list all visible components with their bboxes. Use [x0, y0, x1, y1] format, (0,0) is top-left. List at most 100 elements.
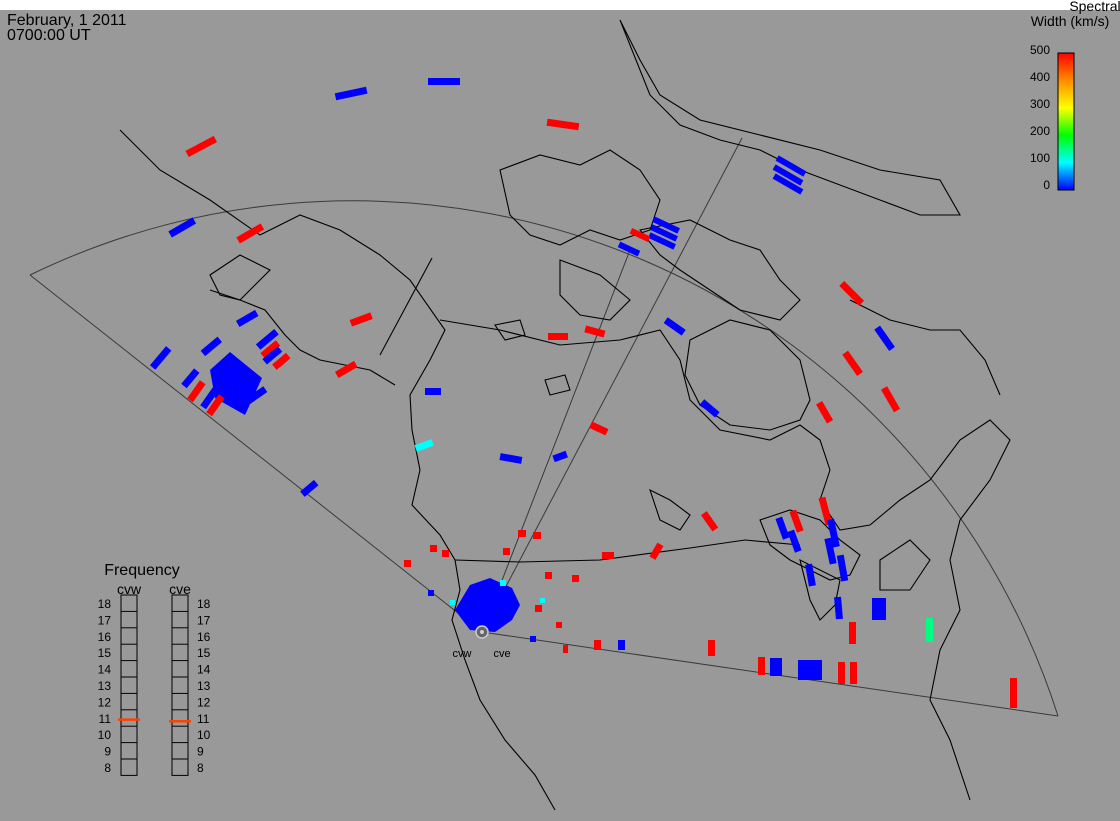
- echo-segment: [149, 346, 172, 370]
- lake-winnipeg: [649, 488, 691, 531]
- near-range-echo-block: [455, 578, 520, 632]
- echo-segment: [235, 309, 259, 327]
- colorbar-title-line1: Spectral: [1069, 0, 1120, 14]
- echo-segment: [425, 388, 441, 395]
- echo-segment: [450, 600, 455, 605]
- echo-segment: [700, 511, 719, 532]
- radar-label-west: cvw: [453, 648, 472, 660]
- echo-segment: [428, 78, 460, 85]
- frequency-tick-label-left: 10: [98, 728, 112, 742]
- echo-segment: [168, 217, 197, 238]
- radar-label-east: cve: [493, 648, 510, 660]
- echo-segment: [629, 228, 651, 242]
- echo-segment: [849, 622, 856, 644]
- echo-segment: [499, 453, 523, 464]
- echo-segment: [650, 224, 678, 242]
- echo-segment: [530, 636, 536, 642]
- echo-segment: [500, 580, 506, 586]
- echo-segment: [818, 496, 833, 526]
- echo-segment: [245, 386, 268, 405]
- echo-segment: [827, 518, 840, 548]
- echo-segment: [181, 368, 200, 389]
- colorbar-legend: Spectral Width (km/s) 500 400 300 200 10…: [1030, 0, 1120, 192]
- echo-segment: [334, 86, 368, 101]
- frequency-tick-label-right: 18: [197, 597, 211, 611]
- hudson-bay-and-east-coast: [439, 319, 1011, 801]
- echo-segment: [699, 399, 720, 418]
- echo-segment: [881, 386, 901, 413]
- echo-segment: [649, 542, 664, 560]
- echo-segment: [798, 660, 822, 680]
- echo-cluster-near-radar: [404, 530, 579, 642]
- echo-segment: [926, 618, 933, 642]
- greenland: [619, 19, 961, 216]
- echo-segment: [838, 662, 845, 684]
- colorbar-tick-100: 100: [1030, 151, 1050, 165]
- echo-segment: [775, 155, 807, 177]
- frequency-tick-label-right: 17: [197, 613, 211, 627]
- echo-segment: [816, 400, 834, 424]
- great-lakes-1: [759, 509, 861, 581]
- echo-segment: [872, 598, 886, 620]
- echo-segment: [836, 554, 849, 582]
- frequency-tick-label-right: 12: [197, 695, 211, 709]
- echo-segment: [262, 346, 283, 365]
- top-strip: [0, 0, 1120, 10]
- echo-segment: [652, 216, 680, 234]
- hudson-bay: [684, 319, 811, 431]
- lake-ontario: [879, 539, 931, 591]
- echo-segment: [236, 223, 265, 244]
- date-label: February, 1 2011: [7, 12, 127, 29]
- echo-segment: [185, 135, 218, 158]
- echo-cluster-north: [499, 155, 807, 464]
- colorbar-tick-400: 400: [1030, 70, 1050, 84]
- echo-segment: [842, 350, 863, 376]
- frequency-tick-label-left: 18: [98, 597, 112, 611]
- echo-segment: [602, 552, 614, 559]
- frequency-tick-label-left: 16: [98, 630, 112, 644]
- echo-segment: [503, 548, 510, 555]
- frequency-tick-label-right: 11: [197, 712, 210, 726]
- west-coast: [119, 129, 556, 811]
- labrador-coast: [849, 299, 1001, 396]
- colorbar-tick-500: 500: [1030, 43, 1050, 57]
- echo-segment: [404, 560, 411, 567]
- frequency-labels-right: 18 17 16 15 14 13 12 11 10 9 8: [197, 597, 211, 775]
- echo-segment: [349, 312, 373, 327]
- echo-segment: [834, 596, 843, 620]
- frequency-tick-label-right: 13: [197, 679, 211, 693]
- echo-segment: [572, 575, 579, 582]
- echo-segment: [772, 173, 804, 195]
- radar-echoes: [149, 78, 1017, 708]
- time-label: 0700:00 UT: [7, 27, 91, 44]
- echo-segment: [255, 328, 279, 350]
- fov-west-edge: [29, 274, 483, 633]
- frequency-tick-label-left: 9: [104, 745, 111, 759]
- echo-segment: [300, 479, 319, 497]
- colorbar-tick-200: 200: [1030, 124, 1050, 138]
- baffin-island: [639, 219, 801, 321]
- echo-segment: [789, 509, 804, 533]
- echo-segment: [430, 545, 437, 552]
- frequency-scale-left: [120, 594, 138, 776]
- echo-segment: [206, 394, 225, 417]
- echo-segment: [556, 622, 562, 628]
- echo-segment: [545, 572, 552, 579]
- echo-segment: [533, 532, 541, 539]
- frequency-tick-label-right: 16: [197, 630, 211, 644]
- echo-segment: [334, 360, 358, 378]
- echo-segment: [775, 516, 790, 540]
- echo-segment: [414, 439, 434, 452]
- echo-segment: [563, 645, 568, 653]
- echo-segment: [535, 605, 542, 612]
- frequency-scale-right: [171, 594, 189, 776]
- echo-segment: [850, 662, 857, 684]
- alaska-canada-border: [379, 257, 433, 356]
- frequency-tick-label-right: 15: [197, 646, 211, 660]
- echo-segment: [200, 336, 222, 357]
- echo-segment: [1010, 678, 1017, 708]
- echo-segment: [428, 590, 434, 596]
- colorbar-title-line2: Width (km/s): [1031, 13, 1110, 29]
- echo-segment: [805, 563, 816, 587]
